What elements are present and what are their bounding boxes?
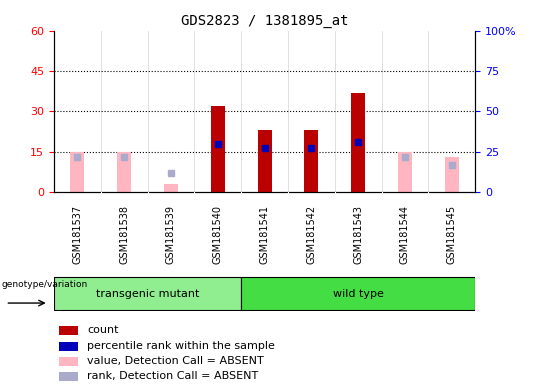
Text: genotype/variation: genotype/variation bbox=[1, 280, 87, 289]
Text: wild type: wild type bbox=[333, 289, 383, 299]
Text: GSM181544: GSM181544 bbox=[400, 205, 410, 264]
Bar bbox=[445, 157, 459, 192]
Bar bbox=[211, 106, 225, 192]
Bar bbox=[117, 152, 131, 192]
Bar bbox=[54, 277, 241, 310]
Text: GSM181545: GSM181545 bbox=[447, 205, 457, 264]
Text: GSM181537: GSM181537 bbox=[72, 205, 83, 264]
Text: GSM181541: GSM181541 bbox=[260, 205, 269, 264]
Bar bbox=[305, 130, 319, 192]
Title: GDS2823 / 1381895_at: GDS2823 / 1381895_at bbox=[181, 14, 348, 28]
Bar bbox=[351, 93, 365, 192]
Text: GSM181543: GSM181543 bbox=[353, 205, 363, 264]
Bar bbox=[398, 152, 412, 192]
Text: count: count bbox=[87, 326, 119, 336]
Bar bbox=[258, 130, 272, 192]
Bar bbox=[241, 277, 475, 310]
Text: transgenic mutant: transgenic mutant bbox=[96, 289, 199, 299]
Bar bbox=[164, 184, 178, 192]
Text: GSM181538: GSM181538 bbox=[119, 205, 129, 264]
Text: value, Detection Call = ABSENT: value, Detection Call = ABSENT bbox=[87, 356, 264, 366]
Text: GSM181540: GSM181540 bbox=[213, 205, 223, 264]
Bar bbox=[59, 342, 78, 351]
Bar bbox=[59, 326, 78, 335]
Text: rank, Detection Call = ABSENT: rank, Detection Call = ABSENT bbox=[87, 371, 259, 381]
Text: GSM181539: GSM181539 bbox=[166, 205, 176, 264]
Bar bbox=[59, 357, 78, 366]
Text: GSM181542: GSM181542 bbox=[306, 205, 316, 264]
Bar bbox=[59, 372, 78, 381]
Bar bbox=[70, 152, 84, 192]
Text: percentile rank within the sample: percentile rank within the sample bbox=[87, 341, 275, 351]
